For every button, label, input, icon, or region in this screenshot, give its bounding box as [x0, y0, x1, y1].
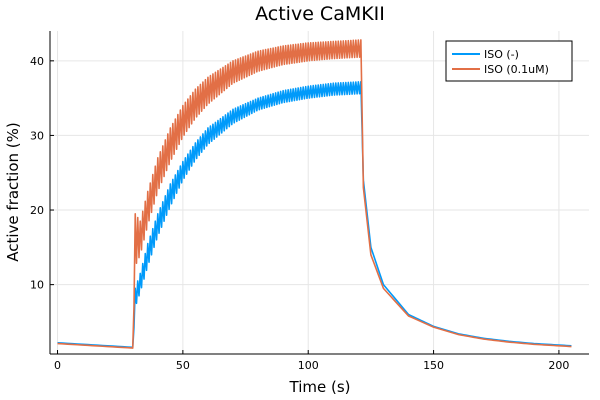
legend-label-iso-01um: ISO (0.1uM): [484, 63, 549, 76]
legend-label-iso-none: ISO (-): [484, 48, 519, 61]
x-tick-label: 200: [548, 359, 569, 372]
y-tick-label: 30: [30, 129, 44, 142]
axes: [49, 31, 589, 355]
chart-title: Active CaMKII: [255, 3, 385, 25]
y-axis-label: Active fraction (%): [4, 122, 22, 262]
legend-box: [445, 40, 573, 82]
x-tick-label: 100: [298, 359, 319, 372]
series-line-1: [57, 39, 572, 349]
y-tick-label: 40: [30, 55, 44, 68]
x-tick-label: 150: [423, 359, 444, 372]
y-tick-label: 20: [30, 204, 44, 217]
legend: ISO (-) ISO (0.1uM): [445, 40, 573, 82]
y-tick-label: 10: [30, 279, 44, 292]
x-axis-label: Time (s): [289, 378, 351, 396]
series-layer: [57, 39, 572, 349]
x-tick-label: 50: [176, 359, 190, 372]
tick-labels: 0 50 100 150 200 10 20 30 40: [30, 55, 569, 372]
x-tick-label: 0: [54, 359, 61, 372]
